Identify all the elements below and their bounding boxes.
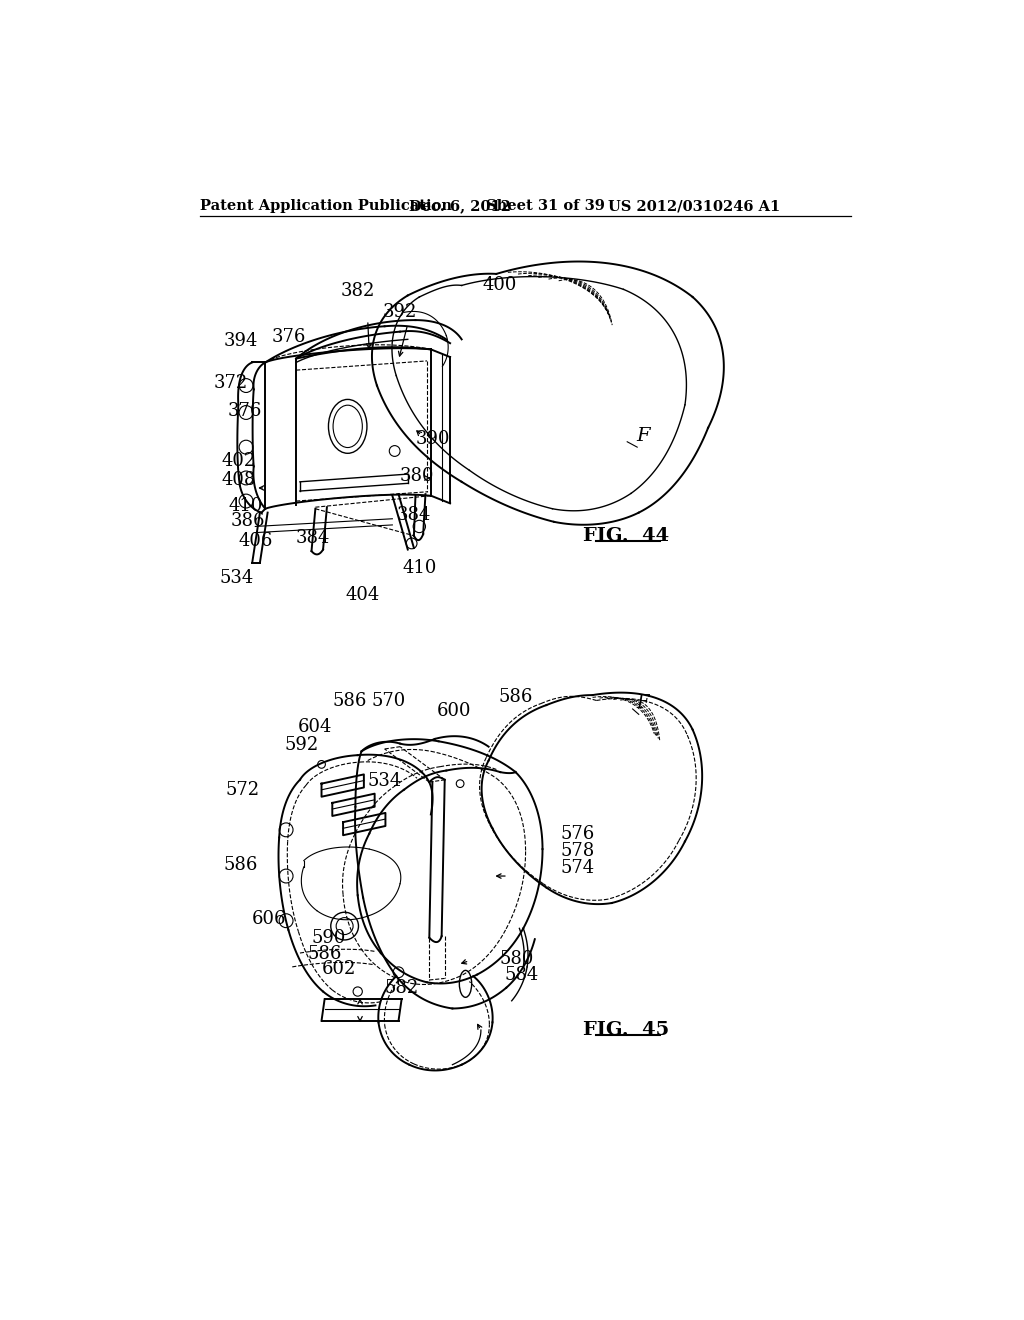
Text: 534: 534 [220, 569, 254, 587]
Text: 586: 586 [499, 689, 532, 706]
Text: FIG.  45: FIG. 45 [583, 1022, 669, 1039]
Text: 586: 586 [333, 692, 368, 710]
Text: 382: 382 [341, 282, 375, 300]
Text: 578: 578 [560, 842, 594, 861]
Text: F: F [636, 694, 649, 711]
Text: 592: 592 [285, 737, 318, 754]
Text: 380: 380 [399, 467, 434, 486]
Text: 586: 586 [307, 945, 342, 962]
Text: 384: 384 [296, 529, 330, 546]
Text: 586: 586 [223, 857, 258, 874]
Text: 376: 376 [227, 403, 262, 420]
Text: 410: 410 [402, 560, 436, 577]
Text: 372: 372 [214, 375, 248, 392]
Text: 408: 408 [221, 471, 256, 490]
Text: 400: 400 [483, 276, 517, 294]
Text: US 2012/0310246 A1: US 2012/0310246 A1 [608, 199, 780, 213]
Text: 570: 570 [372, 692, 406, 710]
Text: 600: 600 [436, 702, 471, 721]
Text: 410: 410 [229, 496, 263, 515]
Text: 534: 534 [368, 772, 401, 789]
Text: 406: 406 [239, 532, 273, 550]
Text: 384: 384 [396, 506, 431, 524]
Text: Patent Application Publication: Patent Application Publication [200, 199, 452, 213]
Text: Dec. 6, 2012: Dec. 6, 2012 [410, 199, 511, 213]
Text: 574: 574 [560, 858, 594, 876]
Text: 590: 590 [311, 929, 346, 948]
Text: 394: 394 [223, 331, 258, 350]
Text: 604: 604 [298, 718, 333, 735]
Text: Sheet 31 of 39: Sheet 31 of 39 [486, 199, 605, 213]
Text: 576: 576 [560, 825, 594, 843]
Text: 580: 580 [500, 950, 535, 968]
Text: 602: 602 [322, 960, 355, 978]
Text: FIG.  44: FIG. 44 [583, 527, 669, 545]
Text: 386: 386 [230, 512, 265, 531]
Text: 390: 390 [416, 430, 451, 449]
Text: 402: 402 [221, 451, 255, 470]
Text: 584: 584 [505, 966, 539, 983]
Text: 606: 606 [252, 911, 287, 928]
Text: 572: 572 [225, 781, 259, 799]
Text: 582: 582 [384, 979, 419, 998]
Text: 376: 376 [271, 329, 305, 346]
Text: 392: 392 [383, 304, 417, 321]
Text: F: F [636, 426, 649, 445]
Text: 404: 404 [346, 586, 380, 605]
